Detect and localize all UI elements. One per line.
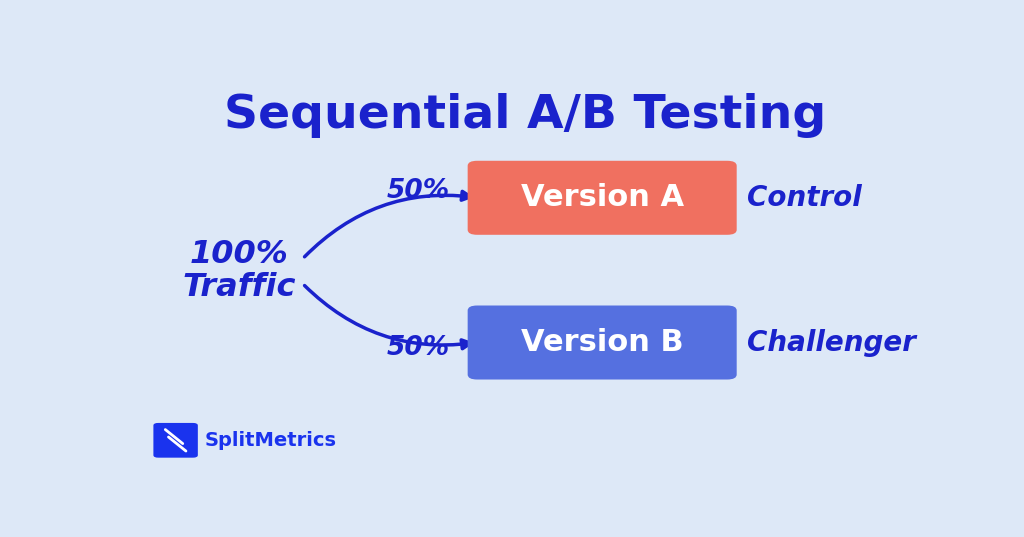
Text: Control: Control	[748, 184, 862, 212]
Text: 100%
Traffic: 100% Traffic	[182, 239, 296, 303]
Text: Version A: Version A	[520, 183, 684, 212]
FancyBboxPatch shape	[468, 306, 736, 380]
FancyBboxPatch shape	[154, 423, 198, 458]
Text: Sequential A/B Testing: Sequential A/B Testing	[223, 93, 826, 139]
Text: Challenger: Challenger	[748, 329, 915, 357]
Text: 50%: 50%	[386, 335, 450, 361]
Text: SplitMetrics: SplitMetrics	[205, 431, 337, 450]
FancyBboxPatch shape	[468, 161, 736, 235]
Text: 50%: 50%	[386, 178, 450, 204]
Text: Version B: Version B	[521, 328, 683, 357]
